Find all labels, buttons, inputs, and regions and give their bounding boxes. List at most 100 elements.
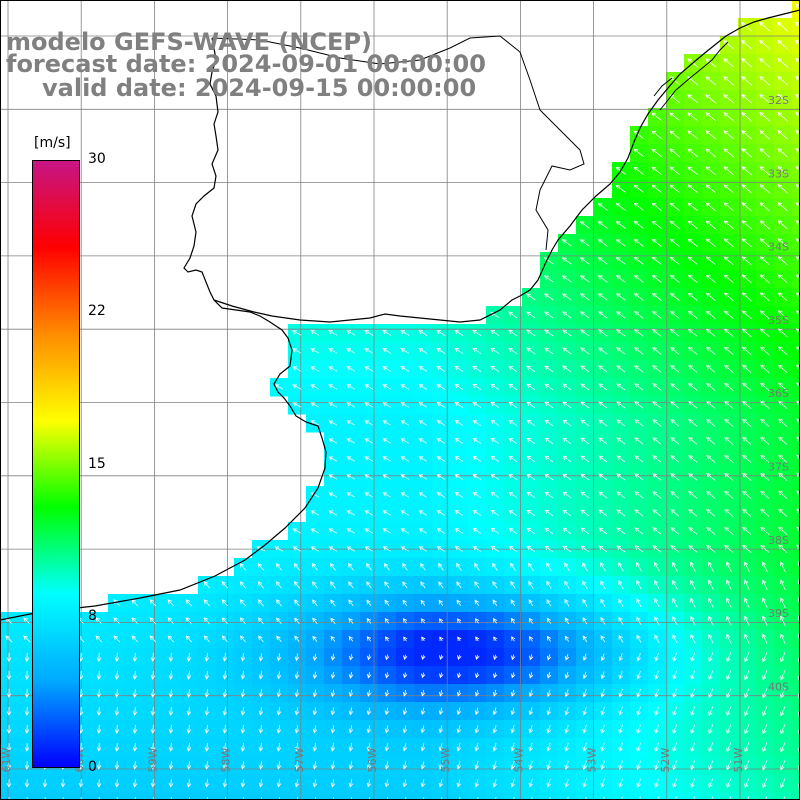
- wind-arrow: [24, 670, 30, 680]
- wind-cell: [792, 792, 800, 800]
- wind-arrow: [418, 546, 427, 552]
- wind-cell: [720, 792, 739, 800]
- wind-arrow: [528, 689, 534, 697]
- wind-arrow: [292, 384, 302, 390]
- latitude-label: 34S: [768, 241, 789, 254]
- wind-arrow: [150, 652, 156, 662]
- wind-arrow: [633, 256, 644, 265]
- wind-arrow: [544, 293, 554, 301]
- wind-arrow: [511, 636, 516, 642]
- wind-arrow: [330, 635, 336, 642]
- wind-arrow: [418, 438, 428, 444]
- wind-arrow: [651, 256, 662, 265]
- wind-arrow: [528, 599, 534, 607]
- wind-arrow: [669, 274, 680, 283]
- wind-arrow: [780, 760, 786, 771]
- wind-arrow: [741, 40, 753, 50]
- wind-arrow: [294, 779, 300, 788]
- wind-arrow: [131, 635, 139, 643]
- wind-cell: [216, 792, 235, 800]
- wind-arrow: [634, 491, 644, 499]
- wind-arrow: [294, 617, 300, 625]
- wind-arrow: [490, 527, 500, 534]
- wind-cell: [558, 792, 577, 800]
- wind-arrow: [616, 491, 626, 499]
- wind-cell: [234, 792, 253, 800]
- wind-arrow: [744, 670, 750, 681]
- wind-arrow: [528, 760, 533, 770]
- wind-arrow: [292, 366, 302, 372]
- wind-arrow: [759, 202, 770, 212]
- wind-cell: [108, 792, 127, 800]
- coastline-uruguay: [213, 9, 800, 323]
- coastline: [0, 37, 327, 621]
- wind-arrow: [276, 725, 282, 734]
- wind-arrow: [475, 654, 480, 661]
- wind-arrow: [508, 419, 518, 426]
- wind-arrow: [366, 743, 372, 752]
- wind-arrow: [150, 743, 156, 752]
- wind-arrow: [113, 635, 121, 643]
- wind-arrow: [759, 256, 770, 266]
- wind-arrow: [580, 401, 590, 409]
- wind-arrow: [741, 58, 753, 68]
- wind-arrow: [690, 706, 696, 717]
- wind-arrow: [421, 636, 426, 642]
- wind-arrow: [8, 797, 10, 800]
- wind-arrow: [240, 671, 246, 680]
- wind-arrow: [384, 689, 390, 697]
- wind-cell: [792, 522, 800, 541]
- wind-arrow: [526, 311, 536, 319]
- wind-arrow: [762, 724, 768, 735]
- wind-arrow: [204, 779, 210, 788]
- wind-arrow: [114, 761, 120, 770]
- wind-arrow: [526, 509, 536, 517]
- wind-arrow: [132, 706, 138, 716]
- wind-arrow: [310, 384, 320, 390]
- wind-arrow: [508, 437, 518, 444]
- wind-arrow: [400, 510, 410, 516]
- wind-cell: [576, 792, 595, 800]
- wind-arrow: [582, 760, 587, 771]
- wind-arrow: [492, 562, 498, 571]
- wind-arrow: [780, 724, 786, 735]
- wind-arrow: [348, 743, 354, 752]
- wind-arrow: [580, 311, 590, 319]
- wind-arrow: [651, 184, 662, 194]
- wind-arrow: [490, 383, 500, 390]
- wind-arrow: [634, 329, 644, 337]
- wind-arrow: [330, 779, 336, 788]
- wind-arrow: [310, 330, 320, 336]
- wind-arrow: [366, 636, 372, 642]
- wind-arrow: [526, 383, 536, 391]
- wind-arrow: [690, 760, 696, 771]
- wind-arrow: [795, 129, 800, 135]
- wind-arrow: [114, 652, 120, 662]
- wind-arrow: [418, 330, 428, 336]
- wind-arrow: [760, 400, 770, 410]
- wind-arrow: [348, 617, 354, 624]
- wind-arrow: [708, 706, 714, 717]
- wind-arrow: [582, 598, 588, 607]
- longitude-label: 56W: [366, 747, 379, 772]
- wind-arrow: [741, 274, 752, 284]
- wind-arrow: [6, 761, 12, 770]
- wind-arrow: [672, 760, 678, 771]
- wind-arrow: [726, 633, 732, 644]
- wind-arrow: [600, 598, 606, 607]
- wind-arrow: [44, 797, 46, 800]
- wind-arrow: [384, 672, 390, 679]
- wind-arrow: [204, 725, 210, 734]
- wind-arrow: [651, 148, 663, 158]
- wind-cell: [522, 792, 541, 800]
- wind-arrow: [510, 742, 515, 752]
- wind-arrow: [780, 633, 786, 644]
- wind-arrow: [616, 365, 626, 373]
- wind-arrow: [493, 636, 498, 642]
- wind-arrow: [726, 597, 732, 608]
- colorbar-unit: [m/s]: [34, 135, 71, 151]
- wind-cell: [180, 792, 199, 800]
- wind-arrow: [474, 562, 480, 571]
- wind-arrow: [400, 420, 410, 426]
- wind-arrow: [562, 347, 572, 355]
